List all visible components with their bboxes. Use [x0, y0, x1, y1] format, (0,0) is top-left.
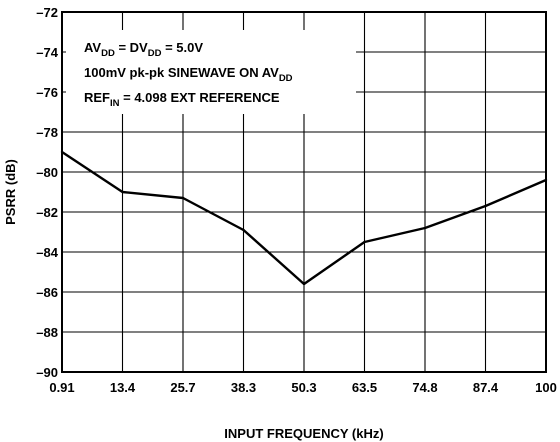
- data-point: [121, 190, 124, 194]
- annotation-line-2: 100mV pk-pk SINEWAVE ON AVDD: [84, 65, 293, 84]
- x-axis-title: INPUT FREQUENCY (kHz): [224, 426, 383, 441]
- x-tick-label: 100: [535, 380, 557, 395]
- annotation-line-3: REFIN = 4.098 EXT REFERENCE: [84, 90, 280, 109]
- annotation-box: [66, 30, 356, 114]
- y-tick-label: –80: [36, 165, 58, 180]
- data-point: [302, 282, 306, 286]
- y-tick-label: –88: [36, 325, 58, 340]
- x-tick-label: 63.5: [352, 380, 377, 395]
- data-point: [484, 204, 487, 208]
- y-tick-label: –72: [36, 5, 58, 20]
- x-tick-label: 25.7: [170, 380, 195, 395]
- x-tick-label: 74.8: [412, 380, 437, 395]
- annotation-line-1: AVDD = DVDD = 5.0V: [84, 40, 203, 59]
- x-tick-label: 87.4: [473, 380, 499, 395]
- x-tick-label: 50.3: [291, 380, 316, 395]
- y-tick-label: –90: [36, 365, 58, 380]
- data-point: [363, 240, 366, 244]
- x-tick-label: 38.3: [231, 380, 256, 395]
- y-tick-label: –76: [36, 85, 58, 100]
- y-tick-label: –78: [36, 125, 58, 140]
- x-tick-label: 13.4: [110, 380, 136, 395]
- y-tick-label: –84: [36, 245, 58, 260]
- y-tick-label: –82: [36, 205, 58, 220]
- x-tick-labels: 0.91 13.4 25.7 38.3 50.3 63.5 74.8 87.4 100: [49, 380, 557, 395]
- data-point: [181, 196, 185, 200]
- y-tick-label: –86: [36, 285, 58, 300]
- plot-frame: [61, 11, 547, 373]
- data-point: [423, 226, 427, 230]
- y-tick-label: –74: [36, 45, 58, 60]
- y-axis-title: PSRR (dB): [3, 159, 18, 225]
- data-point: [242, 228, 245, 232]
- series-lines: [60, 150, 548, 286]
- y-tick-labels: –72 –74 –76 –78 –80 –82 –84 –86 –88 –90: [36, 5, 58, 380]
- x-tick-label: 0.91: [49, 380, 74, 395]
